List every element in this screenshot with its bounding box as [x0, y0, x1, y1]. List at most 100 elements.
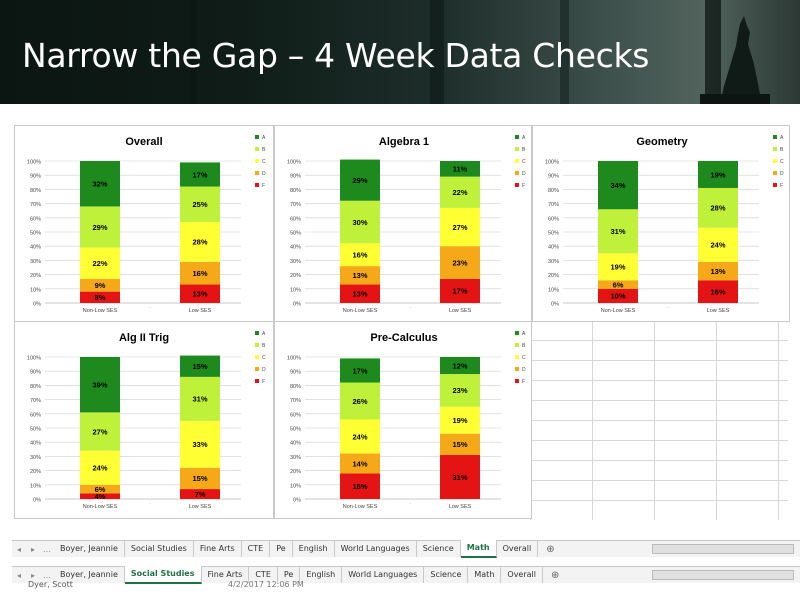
legend-swatch — [515, 171, 519, 175]
add-sheet-icon[interactable]: ⊕ — [546, 543, 555, 555]
sheet-tab[interactable]: CTE — [242, 541, 271, 557]
data-label: 26% — [352, 397, 367, 406]
bar-segment-c — [80, 450, 120, 485]
bar-segment-a — [340, 358, 380, 383]
sheet-tab[interactable]: Fine Arts — [194, 541, 242, 557]
data-label: 23% — [452, 386, 467, 395]
legend-label: C — [262, 159, 266, 165]
chart-title: Overall — [125, 136, 162, 148]
chart-panel[interactable]: Alg II Trig 0% 10% 20% 30% 40% 50% 60% 70% 80% 90%… — [14, 321, 274, 519]
y-tick-label: 60% — [30, 216, 41, 222]
x-tick-label: Low SES — [189, 504, 212, 510]
tree-silhouette — [705, 0, 721, 104]
data-label: 14% — [352, 459, 367, 468]
sheet-tab[interactable]: Science — [424, 567, 469, 583]
data-label: 34% — [610, 181, 625, 190]
data-label: 27% — [92, 427, 107, 436]
bar-segment-b — [180, 376, 220, 421]
y-tick-label: 50% — [548, 231, 559, 237]
sheet-tab[interactable]: Pe — [278, 567, 301, 583]
data-label: 19% — [452, 416, 467, 425]
chart-panel[interactable]: Overall 0% 10% 20% 30% 40% 50% 60% 70% 80% 90% 100%… — [14, 125, 274, 322]
y-tick-label: 40% — [290, 245, 301, 251]
sheet-tab[interactable]: World Languages — [342, 567, 425, 583]
tab-scroll-icon[interactable]: … — [43, 544, 51, 554]
y-tick-label: 20% — [30, 469, 41, 475]
data-label: 25% — [192, 200, 207, 209]
chart-panel[interactable]: Algebra 1 0% 10% 20% 30% 40% 50% 60% 70% 80% 90% 10… — [274, 125, 532, 322]
data-label: 32% — [92, 180, 107, 189]
legend-label: B — [522, 343, 526, 349]
sheet-tab[interactable]: Math — [460, 540, 497, 558]
bar-segment-c — [440, 406, 480, 434]
svg-text:·: · — [149, 501, 151, 507]
data-label: 39% — [92, 380, 107, 389]
legend-swatch — [515, 159, 519, 163]
sheet-tab[interactable]: Boyer, Jeannie — [54, 541, 125, 557]
sheet-tab[interactable]: Overall — [497, 541, 539, 557]
y-tick-label: 10% — [290, 287, 301, 293]
y-tick-label: 20% — [290, 469, 301, 475]
sheet-tab[interactable]: Pe — [270, 541, 293, 557]
stacked-bar-chart: Pre-Calculus 0% 10% 20% 30% 40% 50% 60% 70% 80% 90… — [287, 331, 526, 510]
stacked-bar-chart: Geometry 0% 10% 20% 30% 40% 50% 60% 70% 80% 90% 100… — [545, 135, 784, 314]
chart-panel[interactable]: Pre-Calculus 0% 10% 20% 30% 40% 50% 60% 70% 80% 90… — [274, 321, 532, 519]
y-tick-label: 10% — [30, 483, 41, 489]
legend-label: C — [780, 159, 784, 165]
legend-swatch — [255, 135, 259, 139]
bar-segment-d — [180, 261, 220, 285]
data-label: 4% — [95, 492, 106, 501]
data-label: 16% — [710, 287, 725, 296]
legend-swatch — [773, 159, 777, 163]
sheet-tab[interactable]: Boyer, Jeannie — [54, 567, 125, 583]
bar-segment-b — [340, 200, 380, 244]
horizontal-scrollbar[interactable] — [652, 544, 794, 554]
bar-segment-d — [80, 278, 120, 292]
sheet-tab[interactable]: Social Studies — [125, 541, 194, 557]
legend-swatch — [515, 331, 519, 335]
tab-scroll-icon[interactable]: ▸ — [30, 544, 35, 554]
sheet-tab[interactable]: Math — [468, 567, 502, 583]
chart-panel[interactable]: Geometry 0% 10% 20% 30% 40% 50% 60% 70% 80% 90% 100… — [532, 125, 790, 322]
y-tick-label: 60% — [30, 412, 41, 418]
tab-scroll-icon[interactable]: … — [43, 570, 51, 580]
legend-label: A — [262, 135, 266, 141]
horizontal-scrollbar[interactable] — [652, 570, 794, 580]
tab-scroll-icon[interactable]: ▸ — [30, 570, 35, 580]
spreadsheet-header-strip — [12, 104, 336, 119]
y-tick-label: 100% — [287, 160, 301, 166]
data-label: 19% — [710, 170, 725, 179]
bar-segment-a — [440, 161, 480, 177]
data-label: 17% — [192, 170, 207, 179]
sheet-tab[interactable]: English — [300, 567, 343, 583]
add-sheet-icon[interactable]: ⊕ — [550, 569, 560, 581]
y-tick-label: 70% — [30, 202, 41, 208]
bar-segment-b — [80, 206, 120, 248]
sheet-tab[interactable]: CTE — [249, 567, 278, 583]
y-tick-label: 90% — [30, 174, 41, 180]
bar-segment-d — [698, 261, 738, 281]
sheet-tab[interactable]: Science — [417, 541, 461, 557]
legend-label: B — [262, 343, 266, 349]
bar-segment-b — [440, 176, 480, 208]
sheet-tabs-top: ◂ ▸ … Boyer, Jeannie Social Studies Fine Arts… — [12, 540, 800, 558]
data-label: 17% — [452, 287, 467, 296]
legend-label: F — [262, 379, 265, 385]
bar-segment-f — [80, 291, 120, 303]
sheet-tab[interactable]: Overall — [501, 567, 543, 583]
tab-scroll-icon[interactable]: ◂ — [16, 570, 21, 580]
legend-swatch — [515, 343, 519, 347]
data-label: 29% — [92, 223, 107, 232]
data-label: 22% — [92, 259, 107, 268]
bar-segment-a — [598, 161, 638, 210]
bar-segment-b — [598, 209, 638, 254]
y-tick-label: 60% — [548, 216, 559, 222]
bar-segment-d — [598, 280, 638, 289]
x-tick-label: Non-Low SES — [343, 504, 378, 510]
y-tick-label: 100% — [545, 160, 559, 166]
sheet-tab[interactable]: Fine Arts — [202, 567, 250, 583]
tab-scroll-icon[interactable]: ◂ — [16, 544, 21, 554]
sheet-tab[interactable]: English — [293, 541, 335, 557]
sheet-tab[interactable]: World Languages — [335, 541, 417, 557]
sheet-tab[interactable]: Social Studies — [124, 566, 202, 584]
